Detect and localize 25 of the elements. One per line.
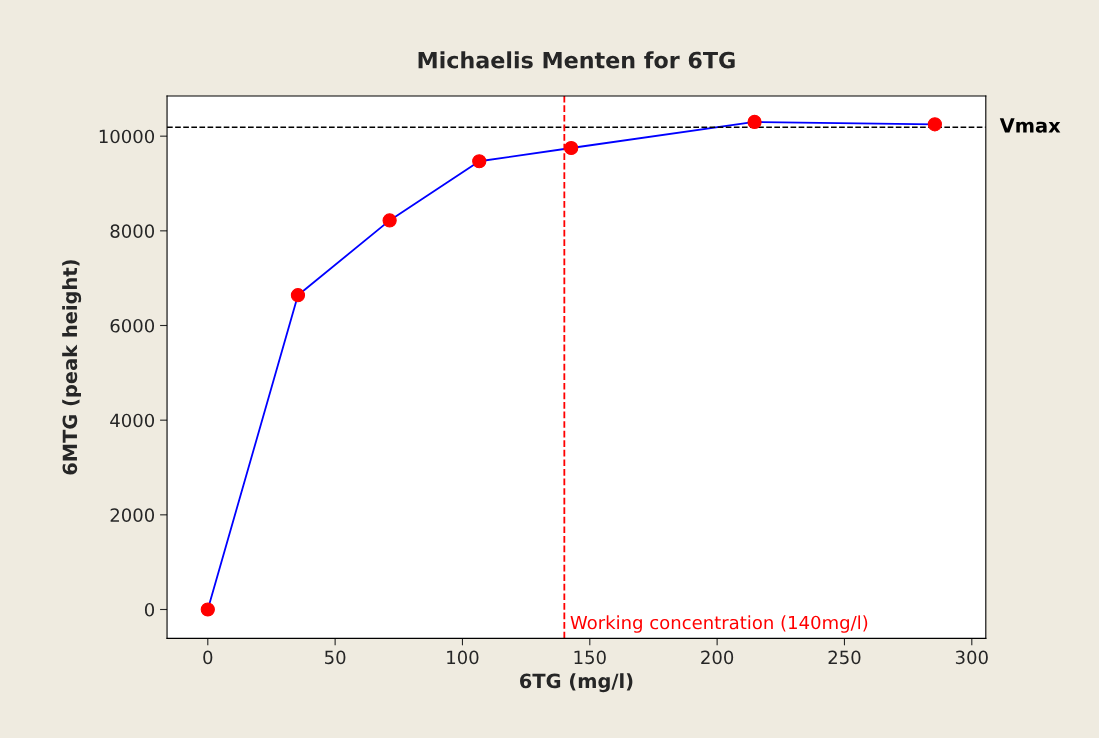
y-tick-label: 4000 (110, 413, 155, 428)
point (290, 288, 306, 303)
x-tick-label: 0 (203, 650, 213, 665)
chart-title: Michaelis Menten for 6TG (418, 51, 735, 69)
y-tick-label: 6000 (110, 318, 155, 333)
point (927, 117, 942, 132)
x-axis-title: 6TG (mg/l) (520, 673, 633, 693)
point (200, 602, 215, 617)
x-tick-label: 200 (701, 650, 734, 665)
x-tick-label: 150 (574, 650, 606, 665)
x-tick-label: 250 (828, 650, 861, 665)
point (747, 114, 762, 130)
ref-line-label: Vmax (999, 118, 1061, 133)
point (472, 154, 487, 169)
ref-line-label: Working concentration (140mg/l) (570, 615, 868, 633)
y-tick-label: 2000 (110, 508, 155, 522)
y-axis-title: 6MTG (peak height) (62, 260, 82, 475)
y-tick-label: 0 (144, 602, 155, 617)
point (564, 140, 579, 156)
x-tick-label: 50 (325, 650, 346, 665)
point (382, 213, 397, 228)
y-tick-label: 10000 (99, 129, 155, 144)
x-tick-label: 300 (955, 650, 988, 665)
y-tick-label: 8000 (110, 224, 155, 238)
x-tick-label: 100 (447, 650, 479, 665)
